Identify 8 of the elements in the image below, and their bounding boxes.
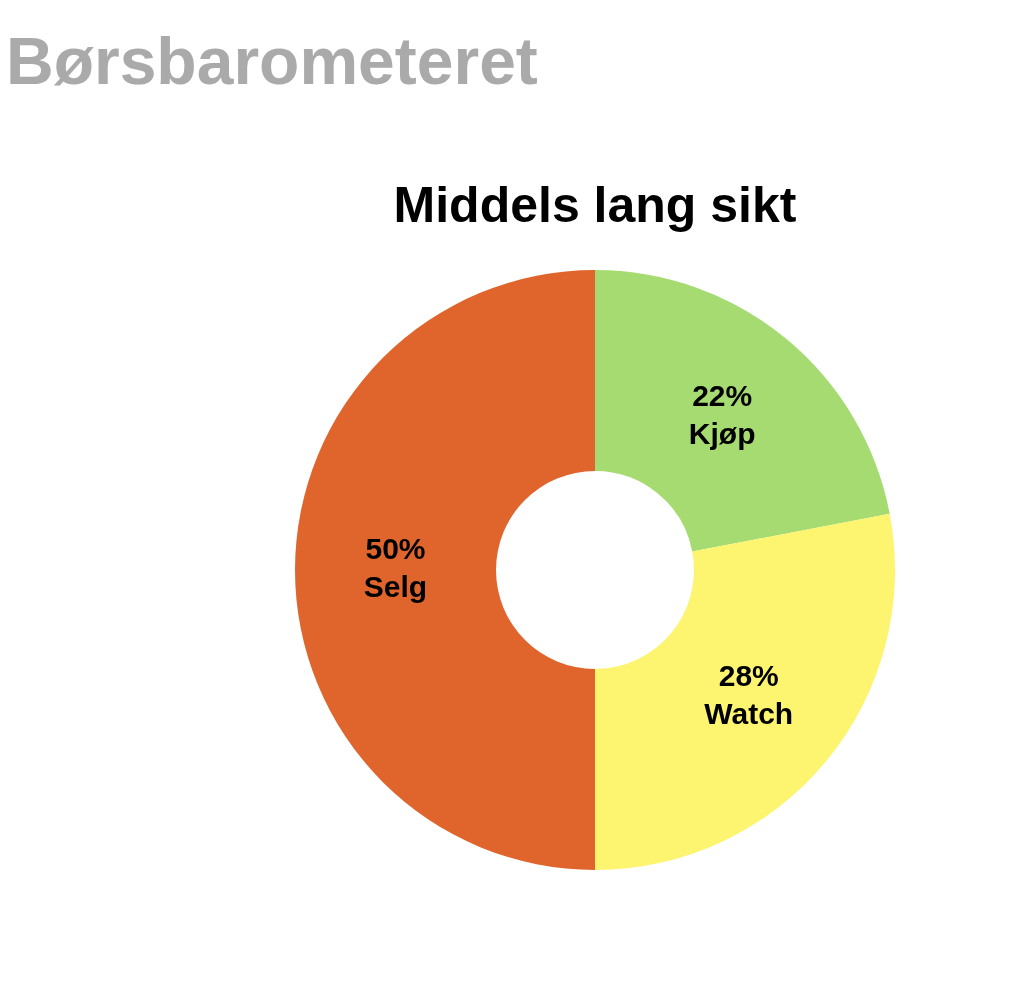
slice-label: Watch [704, 697, 794, 731]
chart-title: Børsbarometeret [6, 24, 538, 98]
data-label: 50% [365, 532, 426, 566]
slice-label: Selg [363, 570, 428, 604]
slice-label: Kjøp [688, 416, 756, 450]
chart-subtitle: Middels lang sikt [392, 177, 798, 233]
data-label: 28% [718, 659, 779, 693]
data-label: 22% [692, 378, 753, 412]
